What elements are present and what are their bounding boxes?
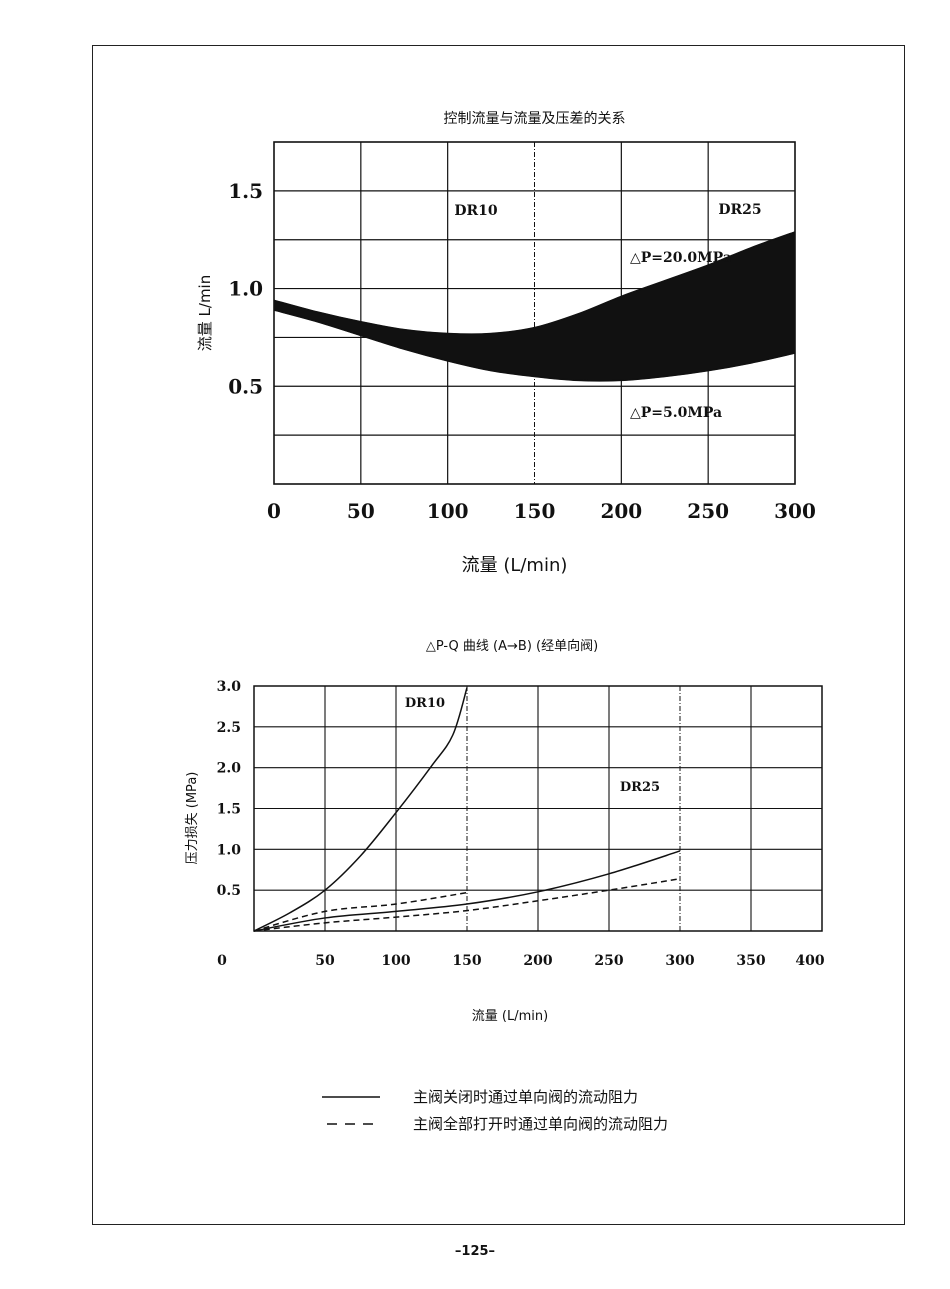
chart1-annotation-dp20: △P=20.0MPa: [630, 250, 732, 266]
chart2-y-tick-label: 2.0: [217, 761, 242, 777]
chart2-x-tick-label: 50: [315, 953, 335, 969]
chart2-y-tick-label: 1.0: [217, 842, 242, 858]
chart2-series-dr10-closed: [253, 687, 468, 932]
chart1-y-tick-label: 1.5: [228, 179, 263, 203]
chart1-annotation-dr25: DR25: [718, 202, 761, 218]
chart2-x-tick-label: 350: [736, 953, 765, 969]
chart2-y-tick-label: 1.5: [217, 802, 241, 818]
chart2-y-tick-label: 0.5: [217, 883, 241, 899]
chart2-y-axis-label: 压力损失 (MPa): [185, 772, 200, 865]
chart1-x-axis-label: 流量 (L/min): [462, 555, 568, 576]
legend-dashed-label: 主阀全部打开时通过单向阀的流动阻力: [413, 1115, 668, 1133]
chart2-x-tick-label: 400: [795, 953, 824, 969]
chart2-x-axis-label: 流量 (L/min): [472, 1009, 548, 1024]
chart1-annotation-dr10: DR10: [454, 203, 498, 219]
chart2-x-tick-label: 250: [594, 953, 623, 969]
chart1-annotation-dp5: △P=5.0MPa: [630, 405, 722, 421]
chart2-series-dr25-open: [253, 877, 681, 932]
chart2-x-tick-label: 150: [452, 953, 481, 969]
chart1-y-tick-label: 1.0: [228, 277, 263, 301]
chart1-y-tick-label: 0.5: [228, 374, 263, 398]
chart1-series-upper: [273, 231, 796, 335]
chart1-x-tick-label: 150: [514, 499, 556, 523]
chart1-x-tick-label: 250: [687, 499, 729, 523]
chart1-x-tick-label: 300: [774, 499, 816, 523]
chart2-x-tick-label: 300: [665, 953, 694, 969]
chart2-x-tick-label: 200: [523, 953, 552, 969]
chart1-x-tick-label: 100: [427, 499, 469, 523]
chart1-series-lower: [273, 309, 796, 382]
chart2-title: △P-Q 曲线 (A→B) (经单向阀): [426, 638, 598, 654]
chart1-x-tick-label: 0: [267, 499, 281, 523]
chart2-series-dr10-open: [253, 891, 468, 932]
chart2-series-dr25-closed: [253, 850, 681, 932]
chart2-y-tick-label: 3.0: [217, 679, 242, 695]
chart1-x-tick-label: 200: [600, 499, 642, 523]
chart2-y-tick-label: 2.5: [217, 720, 241, 736]
page-number: –125–: [454, 1244, 496, 1259]
chart1-title: 控制流量与流量及压差的关系: [444, 111, 626, 127]
chart2-annotation-dr25: DR25: [620, 780, 660, 795]
chart2-annotation-dr10: DR10: [405, 696, 445, 711]
chart2-x-tick-label: 0: [217, 953, 227, 969]
chart1-y-axis-label: 流量 L/min: [196, 275, 214, 351]
legend-solid-label: 主阀关闭时通过单向阀的流动阻力: [413, 1088, 638, 1106]
chart2-x-tick-label: 100: [381, 953, 410, 969]
chart1-x-tick-label: 50: [347, 499, 375, 523]
page-frame: [92, 45, 905, 1225]
